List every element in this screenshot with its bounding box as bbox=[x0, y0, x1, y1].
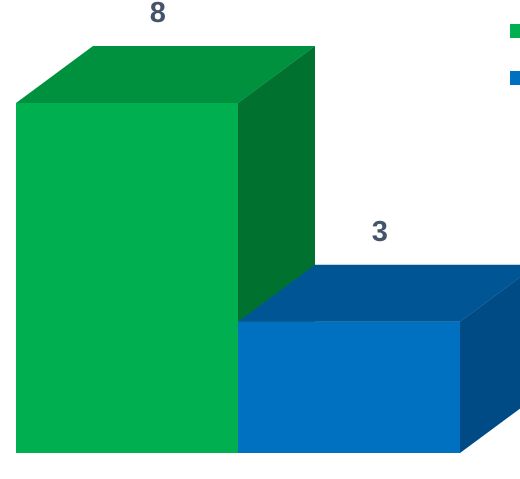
legend-marker-1 bbox=[510, 24, 520, 38]
value-labels-group: 83 bbox=[150, 0, 388, 248]
bar-1-top bbox=[16, 46, 315, 103]
value-label-1: 8 bbox=[150, 0, 166, 29]
bar-2-top bbox=[238, 264, 520, 322]
legend-marker-2 bbox=[510, 71, 520, 85]
bar-2-side bbox=[460, 277, 520, 453]
bars-group bbox=[16, 46, 520, 453]
legend bbox=[510, 24, 520, 85]
bar-1-front bbox=[16, 103, 238, 453]
value-label-2: 3 bbox=[372, 216, 388, 248]
bar-2-front bbox=[238, 321, 460, 453]
bar-2 bbox=[238, 264, 520, 453]
